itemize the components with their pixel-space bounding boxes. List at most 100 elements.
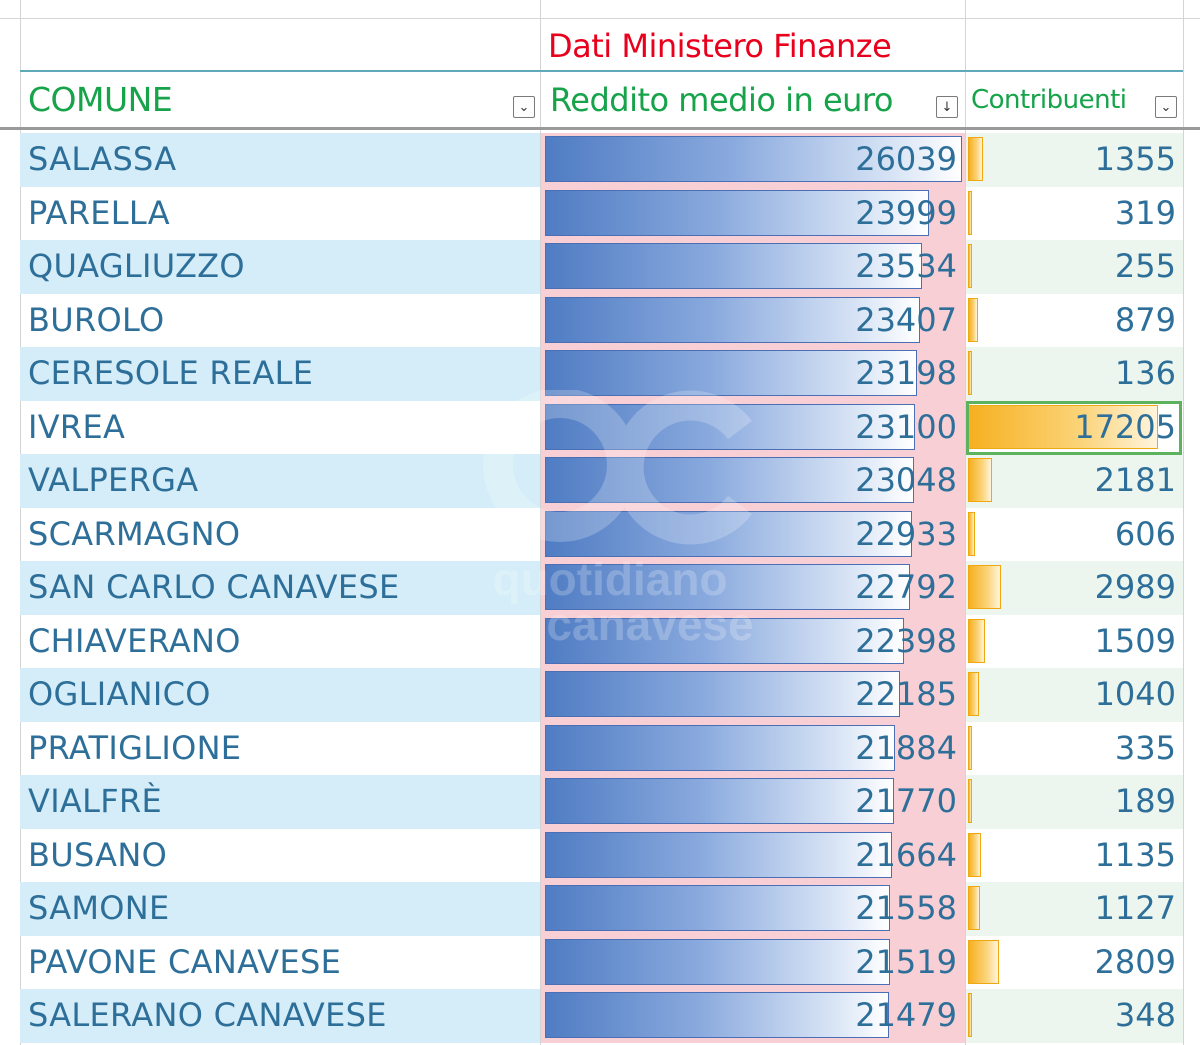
- income-data-bar: [545, 403, 915, 450]
- cell-comune[interactable]: PARELLA: [28, 193, 170, 232]
- cell-reddito[interactable]: 23100: [855, 407, 957, 446]
- header-divider: [20, 70, 1183, 72]
- grid-line: [1183, 0, 1184, 1045]
- cell-contribuenti[interactable]: 1355: [1094, 140, 1176, 178]
- cell-reddito[interactable]: 21884: [855, 728, 957, 767]
- taxpayer-data-bar: [968, 725, 972, 770]
- filter-dropdown-icon[interactable]: ⌄: [513, 96, 535, 118]
- sheet-title: Dati Ministero Finanze: [548, 27, 892, 65]
- table-row[interactable]: SALERANO CANAVESE 21479 348: [0, 989, 1200, 1043]
- cell-reddito[interactable]: 21558: [855, 889, 957, 927]
- taxpayer-data-bar: [968, 297, 978, 342]
- table-row[interactable]: PRATIGLIONE 21884 335: [0, 721, 1200, 775]
- cell-contribuenti-background: [966, 347, 1183, 401]
- cell-reddito[interactable]: 22398: [855, 621, 957, 660]
- cell-comune[interactable]: SCARMAGNO: [28, 514, 241, 553]
- cell-comune[interactable]: BUROLO: [28, 300, 165, 339]
- table-row[interactable]: BUSANO 21664 1135: [0, 828, 1200, 882]
- cell-reddito[interactable]: 22933: [855, 514, 957, 553]
- table-row[interactable]: SCARMAGNO 22933 606: [0, 507, 1200, 561]
- income-data-bar: [545, 671, 900, 717]
- cell-contribuenti[interactable]: 1509: [1094, 621, 1176, 660]
- cell-reddito[interactable]: 21479: [855, 996, 957, 1034]
- cell-contribuenti[interactable]: 2809: [1094, 942, 1176, 981]
- cell-contribuenti[interactable]: 319: [1114, 193, 1176, 232]
- cell-contribuenti[interactable]: 136: [1114, 354, 1176, 392]
- cell-contribuenti-background: [966, 561, 1183, 615]
- cell-contribuenti[interactable]: 17205: [1074, 407, 1176, 446]
- cell-reddito[interactable]: 23198: [855, 354, 957, 392]
- cell-contribuenti[interactable]: 2181: [1094, 461, 1176, 499]
- cell-comune[interactable]: SALERANO CANAVESE: [20, 989, 540, 1043]
- cell-contribuenti-background: [966, 240, 1183, 294]
- cell-reddito[interactable]: 21664: [855, 835, 957, 874]
- cell-comune[interactable]: CHIAVERANO: [28, 621, 241, 660]
- cell-reddito[interactable]: 23534: [855, 247, 957, 285]
- table-row[interactable]: CHIAVERANO 22398 1509: [0, 614, 1200, 668]
- cell-contribuenti[interactable]: 335: [1114, 728, 1176, 767]
- cell-contribuenti[interactable]: 255: [1114, 247, 1176, 285]
- filter-dropdown-icon[interactable]: ⌄: [1155, 96, 1177, 118]
- cell-contribuenti[interactable]: 348: [1114, 996, 1176, 1034]
- table-row[interactable]: SAN CARLO CANAVESE 22792 2989: [0, 561, 1200, 615]
- cell-comune[interactable]: VALPERGA: [20, 454, 540, 508]
- taxpayer-data-bar: [968, 351, 972, 395]
- grid-line: [20, 0, 21, 1045]
- cell-reddito[interactable]: 22185: [855, 675, 957, 713]
- sort-descending-icon[interactable]: ↓: [936, 96, 958, 118]
- column-header-comune[interactable]: COMUNE: [28, 80, 173, 119]
- column-header-contribuenti[interactable]: Contribuenti: [971, 85, 1127, 115]
- table-row[interactable]: SALASSA 26039 1355: [0, 133, 1200, 187]
- cell-reddito[interactable]: 21770: [855, 782, 957, 820]
- cell-comune[interactable]: PAVONE CANAVESE: [28, 942, 342, 981]
- cell-comune[interactable]: IVREA: [28, 407, 126, 446]
- income-data-bar: [545, 350, 917, 396]
- taxpayer-data-bar: [968, 565, 1001, 609]
- table-row[interactable]: QUAGLIUZZO 23534 255: [0, 240, 1200, 294]
- table-row[interactable]: VALPERGA 23048 2181: [0, 454, 1200, 508]
- cell-contribuenti[interactable]: 1127: [1094, 889, 1176, 927]
- taxpayer-data-bar: [968, 511, 975, 556]
- taxpayer-data-bar: [968, 886, 980, 930]
- table-row[interactable]: IVREA 23100 17205: [0, 400, 1200, 454]
- table-row[interactable]: VIALFRÈ 21770 189: [0, 775, 1200, 829]
- cell-comune[interactable]: PRATIGLIONE: [28, 728, 242, 767]
- taxpayer-data-bar: [968, 404, 1158, 449]
- income-data-bar: [545, 243, 922, 289]
- cell-contribuenti[interactable]: 189: [1114, 782, 1176, 820]
- cell-comune[interactable]: SAMONE: [20, 882, 540, 936]
- cell-contribuenti[interactable]: 2989: [1094, 568, 1176, 606]
- table-row[interactable]: OGLIANICO 22185 1040: [0, 668, 1200, 722]
- column-header-reddito[interactable]: Reddito medio in euro: [550, 81, 893, 119]
- cell-contribuenti[interactable]: 1135: [1094, 835, 1176, 874]
- income-data-bar: [545, 885, 890, 931]
- cell-contribuenti[interactable]: 879: [1114, 300, 1176, 339]
- cell-reddito[interactable]: 23407: [855, 300, 957, 339]
- table-row[interactable]: PAVONE CANAVESE 21519 2809: [0, 935, 1200, 989]
- cell-comune[interactable]: SALASSA: [20, 133, 540, 187]
- cell-reddito[interactable]: 26039: [855, 140, 957, 178]
- cell-comune[interactable]: SAN CARLO CANAVESE: [20, 561, 540, 615]
- cell-reddito[interactable]: 23048: [855, 461, 957, 499]
- cell-contribuenti-background: [966, 882, 1183, 936]
- table-row[interactable]: BUROLO 23407 879: [0, 293, 1200, 347]
- cell-comune[interactable]: CERESOLE REALE: [20, 347, 540, 401]
- income-data-bar: [545, 724, 895, 771]
- cell-comune[interactable]: BUSANO: [28, 835, 168, 874]
- table-row[interactable]: PARELLA 23999 319: [0, 186, 1200, 240]
- table-row[interactable]: CERESOLE REALE 23198 136: [0, 347, 1200, 401]
- cell-reddito[interactable]: 22792: [855, 568, 957, 606]
- cell-contribuenti[interactable]: 606: [1114, 514, 1176, 553]
- income-data-bar: [545, 938, 890, 985]
- cell-contribuenti[interactable]: 1040: [1094, 675, 1176, 713]
- cell-reddito[interactable]: 21519: [855, 942, 957, 981]
- income-data-bar: [545, 617, 904, 664]
- table-row[interactable]: SAMONE 21558 1127: [0, 882, 1200, 936]
- taxpayer-data-bar: [968, 993, 972, 1037]
- cell-comune[interactable]: VIALFRÈ: [20, 775, 540, 829]
- income-data-bar: [545, 457, 914, 503]
- cell-comune[interactable]: OGLIANICO: [20, 668, 540, 722]
- cell-comune[interactable]: QUAGLIUZZO: [20, 240, 540, 294]
- cell-reddito[interactable]: 23999: [855, 193, 957, 232]
